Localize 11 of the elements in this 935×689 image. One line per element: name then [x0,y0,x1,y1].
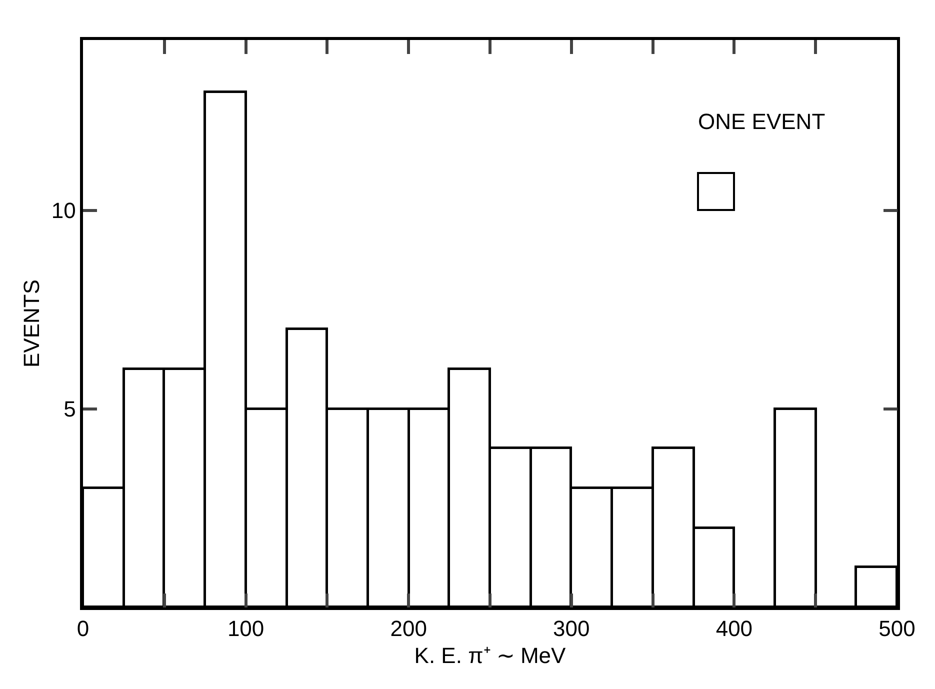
x-tick-label: 500 [878,616,916,642]
x-tick-label: 400 [716,616,753,642]
x-tick-label: 100 [227,616,264,642]
x-tick-label: 0 [76,616,90,642]
annotation: ONE EVENT [698,109,826,134]
x-tick-label: 200 [390,616,427,642]
x-axis-title: K. E. π⁺ ∼ MeV [414,643,566,668]
y-tick-label: 5 [64,396,76,422]
y-tick-label: 10 [51,198,76,224]
y-axis-title: EVENTS [19,279,44,368]
x-tick-label: 300 [553,616,590,642]
